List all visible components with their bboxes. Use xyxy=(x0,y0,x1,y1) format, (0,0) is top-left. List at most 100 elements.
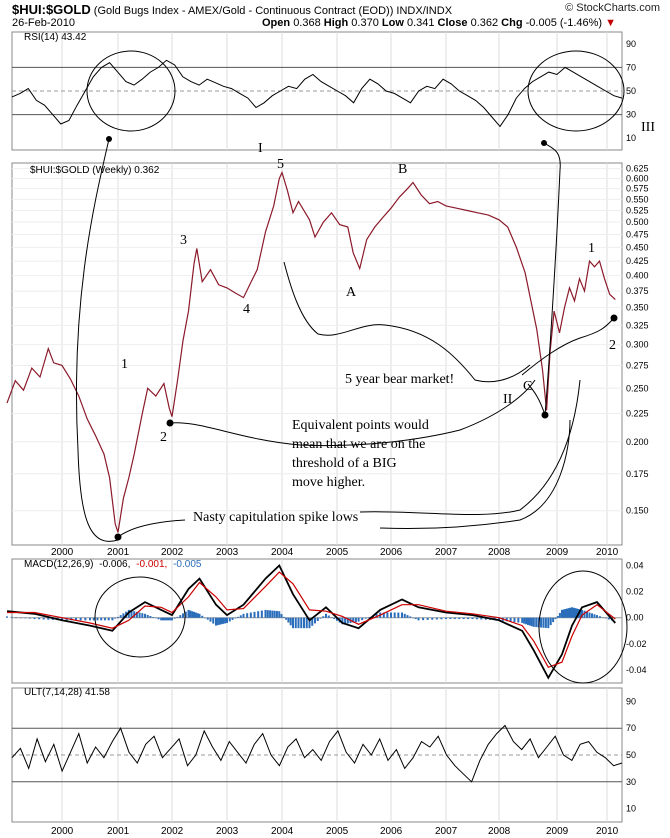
price-tick-0.475: 0.475 xyxy=(626,229,649,239)
macd-hist-bar xyxy=(458,617,461,620)
macd-hist-bar xyxy=(386,612,389,618)
price-xtick-2004: 2004 xyxy=(271,547,294,558)
wave-label-3: 3 xyxy=(180,233,187,248)
price-tick-0.275: 0.275 xyxy=(626,360,649,370)
macd-hist-bar xyxy=(152,617,155,618)
rsi-legend: RSI(14) 43.42 xyxy=(24,32,87,43)
ult-line xyxy=(11,724,623,783)
macd-hist-bar xyxy=(368,617,371,618)
macd-hist-bar xyxy=(189,610,192,618)
macd-hist-bar xyxy=(149,615,152,618)
price-xtick-2005: 2005 xyxy=(326,547,349,558)
price-tick-0.45: 0.450 xyxy=(626,242,649,252)
bear-market-note: 5 year bear market! xyxy=(345,372,454,387)
price-xtick-2008: 2008 xyxy=(488,547,511,558)
macd-hist-bar xyxy=(92,617,95,621)
macd-hist-bar xyxy=(475,617,478,620)
equivalent-note-line4: move higher. xyxy=(292,475,365,490)
macd-hist-bar xyxy=(135,611,138,618)
price-tick-0.375: 0.375 xyxy=(626,286,649,296)
macd-hist-bar xyxy=(75,617,77,621)
macd-hist-bar xyxy=(564,609,567,618)
macd-hist-bar xyxy=(246,613,249,618)
macd-hist-bar xyxy=(216,617,219,626)
ult-xtick-2006: 2006 xyxy=(380,826,403,837)
macd-hist-bar xyxy=(566,608,568,618)
macd-hist-bar xyxy=(204,617,206,619)
macd-hist-bar xyxy=(327,615,330,618)
macd-hist-bar xyxy=(344,617,347,624)
annotation-layer xyxy=(75,138,615,542)
price-frame xyxy=(11,162,623,546)
macd-hist-bar xyxy=(287,617,290,623)
macd-hist-bar xyxy=(300,617,303,629)
macd-hist-bar xyxy=(146,614,149,618)
macd-hist-bar xyxy=(471,617,474,620)
rsi-circle-left xyxy=(86,50,176,132)
macd-hist-bar xyxy=(28,617,31,619)
price-tick-0.2: 0.200 xyxy=(626,437,649,447)
macd-hist-bar xyxy=(513,617,516,623)
macd-hist-bar xyxy=(154,617,157,619)
macd-legend-prefix: MACD(12,26,9) xyxy=(24,559,93,570)
macd-hist-bar xyxy=(431,617,434,620)
macd-hist-bar xyxy=(196,613,199,618)
macd-hist-bar xyxy=(509,617,512,622)
macd-hist-bar xyxy=(117,616,119,618)
equivalent-note-line1: Equivalent points would xyxy=(292,418,429,433)
ult-xtick-2008: 2008 xyxy=(488,826,511,837)
price-tick-0.3: 0.300 xyxy=(626,340,649,350)
price-xtick-2007: 2007 xyxy=(435,547,458,558)
macd-hist-bar xyxy=(103,617,106,621)
macd-tick-0.02: 0.02 xyxy=(626,587,644,597)
macd-hist-bar xyxy=(220,617,223,625)
macd-hist-bar xyxy=(426,617,429,620)
macd-hist-bar xyxy=(417,617,420,621)
chg-label: Chg xyxy=(501,17,523,29)
macd-hist-bar xyxy=(453,617,456,620)
connector-line-6 xyxy=(521,317,615,376)
ult-xtick-2009: 2009 xyxy=(546,826,569,837)
macd-hist-bar xyxy=(133,611,136,618)
macd-hist-bar xyxy=(361,617,364,621)
macd-hist-bar xyxy=(15,617,18,618)
macd-hist-bar xyxy=(215,617,217,626)
macd-hist-bar xyxy=(24,617,27,619)
macd-hist-bar xyxy=(341,617,344,625)
quote-date: 26-Feb-2010 xyxy=(12,17,75,29)
macd-hist-bar xyxy=(530,617,533,627)
macd-hist-bar xyxy=(375,614,378,618)
ult-xtick-2010: 2010 xyxy=(596,826,619,837)
rsi-circle-right xyxy=(527,50,625,132)
macd-hist-bar xyxy=(544,617,547,628)
price-tick-0.35: 0.350 xyxy=(626,303,649,313)
macd-hist-bar xyxy=(397,612,400,618)
ult-xtick-2002: 2002 xyxy=(161,826,184,837)
macd-hist-bar xyxy=(198,613,201,618)
macd-hist-bar xyxy=(523,617,526,624)
wave-label-III: III xyxy=(641,120,655,135)
macd-hist-bar xyxy=(228,617,231,622)
macd-hist-bar xyxy=(224,617,227,624)
macd-hist-bar xyxy=(393,612,396,618)
macd-hist-bar xyxy=(319,617,322,619)
rsi-tick-10: 10 xyxy=(626,133,636,143)
macd-series-0 xyxy=(6,563,616,680)
macd-hist-bar xyxy=(498,617,500,621)
ticker-description: (Gold Bugs Index - AMEX/Gold - Continuou… xyxy=(93,5,453,17)
macd-hist-bar xyxy=(596,615,598,618)
macd-hist-bar xyxy=(409,616,412,618)
chart-header: $HUI:$GOLD (Gold Bugs Index - AMEX/Gold … xyxy=(12,2,452,17)
macd-hist-bar xyxy=(278,611,281,618)
macd-hist-bar xyxy=(165,617,168,621)
macd-panel: 0.04 0.02 0.00 -0.02 -0.04 xyxy=(6,558,647,684)
macd-hist-bar xyxy=(382,612,385,618)
price-xtick-2006: 2006 xyxy=(380,547,403,558)
macd-hist-bar xyxy=(206,617,209,620)
ult-tick-90: 90 xyxy=(626,696,636,706)
macd-hist-bar xyxy=(435,617,438,620)
macd-legend-hist: -0.005 xyxy=(173,559,202,570)
macd-hist-bar xyxy=(403,613,406,618)
macd-legend: MACD(12,26,9) -0.006, -0.001, -0.005 xyxy=(24,559,202,570)
